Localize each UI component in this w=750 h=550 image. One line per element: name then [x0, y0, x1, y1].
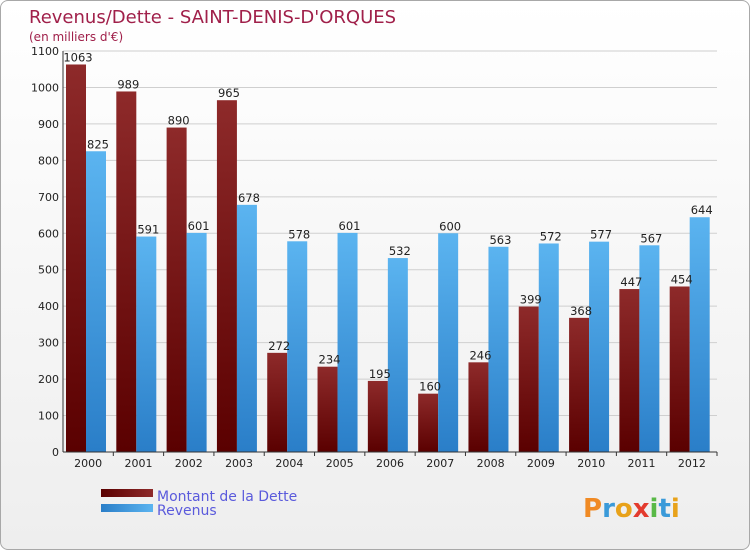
y-tick-label: 200 — [38, 373, 59, 386]
value-label-debt: 965 — [218, 86, 240, 100]
value-label-revenue: 572 — [540, 229, 562, 243]
x-tick-label: 2000 — [74, 457, 102, 470]
chart-title: Revenus/Dette - SAINT-DENIS-D'ORQUES — [29, 7, 396, 28]
value-label-debt: 454 — [671, 272, 693, 286]
x-tick-label: 2001 — [124, 457, 152, 470]
value-labels: 1063 825 989 591 890 601 965 678 272 578 234 601 195… — [63, 50, 712, 393]
bar-revenue — [689, 217, 710, 452]
x-tick-label: 2006 — [376, 457, 404, 470]
y-tick-label: 600 — [38, 227, 59, 240]
chart-subtitle: (en milliers d'€) — [29, 30, 123, 44]
value-label-debt: 246 — [469, 348, 491, 362]
logo-letter: i — [671, 494, 680, 524]
logo-letter: r — [602, 494, 615, 524]
y-tick-label: 300 — [38, 337, 59, 350]
bar-revenue — [639, 245, 660, 452]
legend-label-debt: Montant de la Dette — [157, 489, 297, 505]
value-label-revenue: 578 — [288, 227, 310, 241]
value-label-debt: 399 — [520, 293, 542, 307]
bars — [66, 64, 710, 453]
value-label-revenue: 591 — [137, 223, 159, 237]
bar-debt — [518, 306, 539, 452]
legend-swatch-debt — [101, 489, 153, 497]
y-tick-label: 400 — [38, 300, 59, 313]
bar-debt — [569, 317, 590, 452]
value-label-debt: 368 — [570, 304, 592, 318]
value-label-revenue: 601 — [339, 219, 361, 233]
x-tick-label: 2011 — [628, 457, 656, 470]
legend-swatch-revenue — [101, 504, 153, 512]
value-label-debt: 272 — [268, 339, 290, 353]
legend: Montant de la Dette Revenus — [101, 489, 297, 519]
x-tick-label: 2009 — [527, 457, 555, 470]
value-label-revenue: 563 — [489, 233, 511, 247]
x-tick-label: 2010 — [577, 457, 605, 470]
logo-letter: t — [658, 494, 670, 524]
bar-revenue — [538, 243, 559, 452]
x-tick-label: 2007 — [426, 457, 454, 470]
value-label-revenue: 577 — [590, 228, 612, 242]
logo-letter: i — [650, 494, 659, 524]
bar-debt — [116, 91, 137, 453]
x-tick-label: 2008 — [477, 457, 505, 470]
bar-revenue — [287, 241, 308, 452]
y-tick-label: 0 — [52, 446, 59, 459]
value-label-debt: 989 — [117, 77, 139, 91]
value-label-revenue: 825 — [87, 137, 109, 151]
bar-debt — [66, 64, 86, 452]
value-label-debt: 195 — [369, 367, 391, 381]
value-label-revenue: 567 — [640, 231, 662, 245]
y-tick-label: 700 — [38, 191, 59, 204]
bar-debt — [317, 366, 338, 452]
bar-revenue — [186, 232, 207, 452]
legend-label-revenue: Revenus — [157, 503, 217, 519]
bar-debt — [216, 100, 237, 453]
bar-revenue — [589, 241, 610, 452]
logo-letter: o — [615, 494, 633, 524]
bar-debt — [619, 289, 640, 452]
value-label-debt: 1063 — [63, 50, 92, 64]
proxiti-logo: Proxiti — [583, 494, 680, 524]
bar-debt — [267, 352, 288, 452]
axes — [62, 51, 718, 456]
value-label-debt: 447 — [620, 275, 642, 289]
bar-debt — [166, 127, 187, 453]
x-tick-label: 2002 — [175, 457, 203, 470]
bar-revenue — [337, 232, 358, 452]
bar-debt — [367, 380, 388, 452]
y-tick-label: 100 — [38, 410, 59, 423]
bar-revenue — [86, 151, 106, 452]
bar-revenue — [387, 258, 408, 452]
y-tick-label: 900 — [38, 118, 59, 131]
value-label-revenue: 601 — [188, 219, 210, 233]
bar-revenue — [488, 246, 509, 452]
bar-revenue — [438, 233, 459, 452]
bar-debt — [418, 393, 439, 452]
x-tick-label: 2012 — [678, 457, 706, 470]
bar-revenue — [136, 236, 157, 452]
value-label-debt: 890 — [168, 114, 190, 128]
value-label-revenue: 600 — [439, 219, 461, 233]
value-label-revenue: 678 — [238, 191, 260, 205]
bar-revenue — [236, 204, 257, 452]
x-tick-label: 2003 — [225, 457, 253, 470]
value-label-debt: 234 — [319, 353, 341, 367]
y-tick-label: 800 — [38, 154, 59, 167]
value-label-revenue: 644 — [691, 203, 713, 217]
x-tick-label: 2004 — [275, 457, 303, 470]
tick-labels: 0 100 200 300 400 500 600 700 800 900 1000 1100 2000… — [31, 45, 706, 470]
logo-letter: P — [583, 494, 602, 524]
logo-letter: x — [633, 494, 650, 524]
value-label-revenue: 532 — [389, 244, 411, 258]
value-label-debt: 160 — [419, 380, 441, 394]
y-tick-label: 1100 — [31, 45, 59, 58]
bar-debt — [468, 362, 489, 452]
y-tick-label: 1000 — [31, 81, 59, 94]
bar-debt — [669, 286, 690, 452]
y-tick-label: 500 — [38, 264, 59, 277]
x-tick-label: 2005 — [326, 457, 354, 470]
